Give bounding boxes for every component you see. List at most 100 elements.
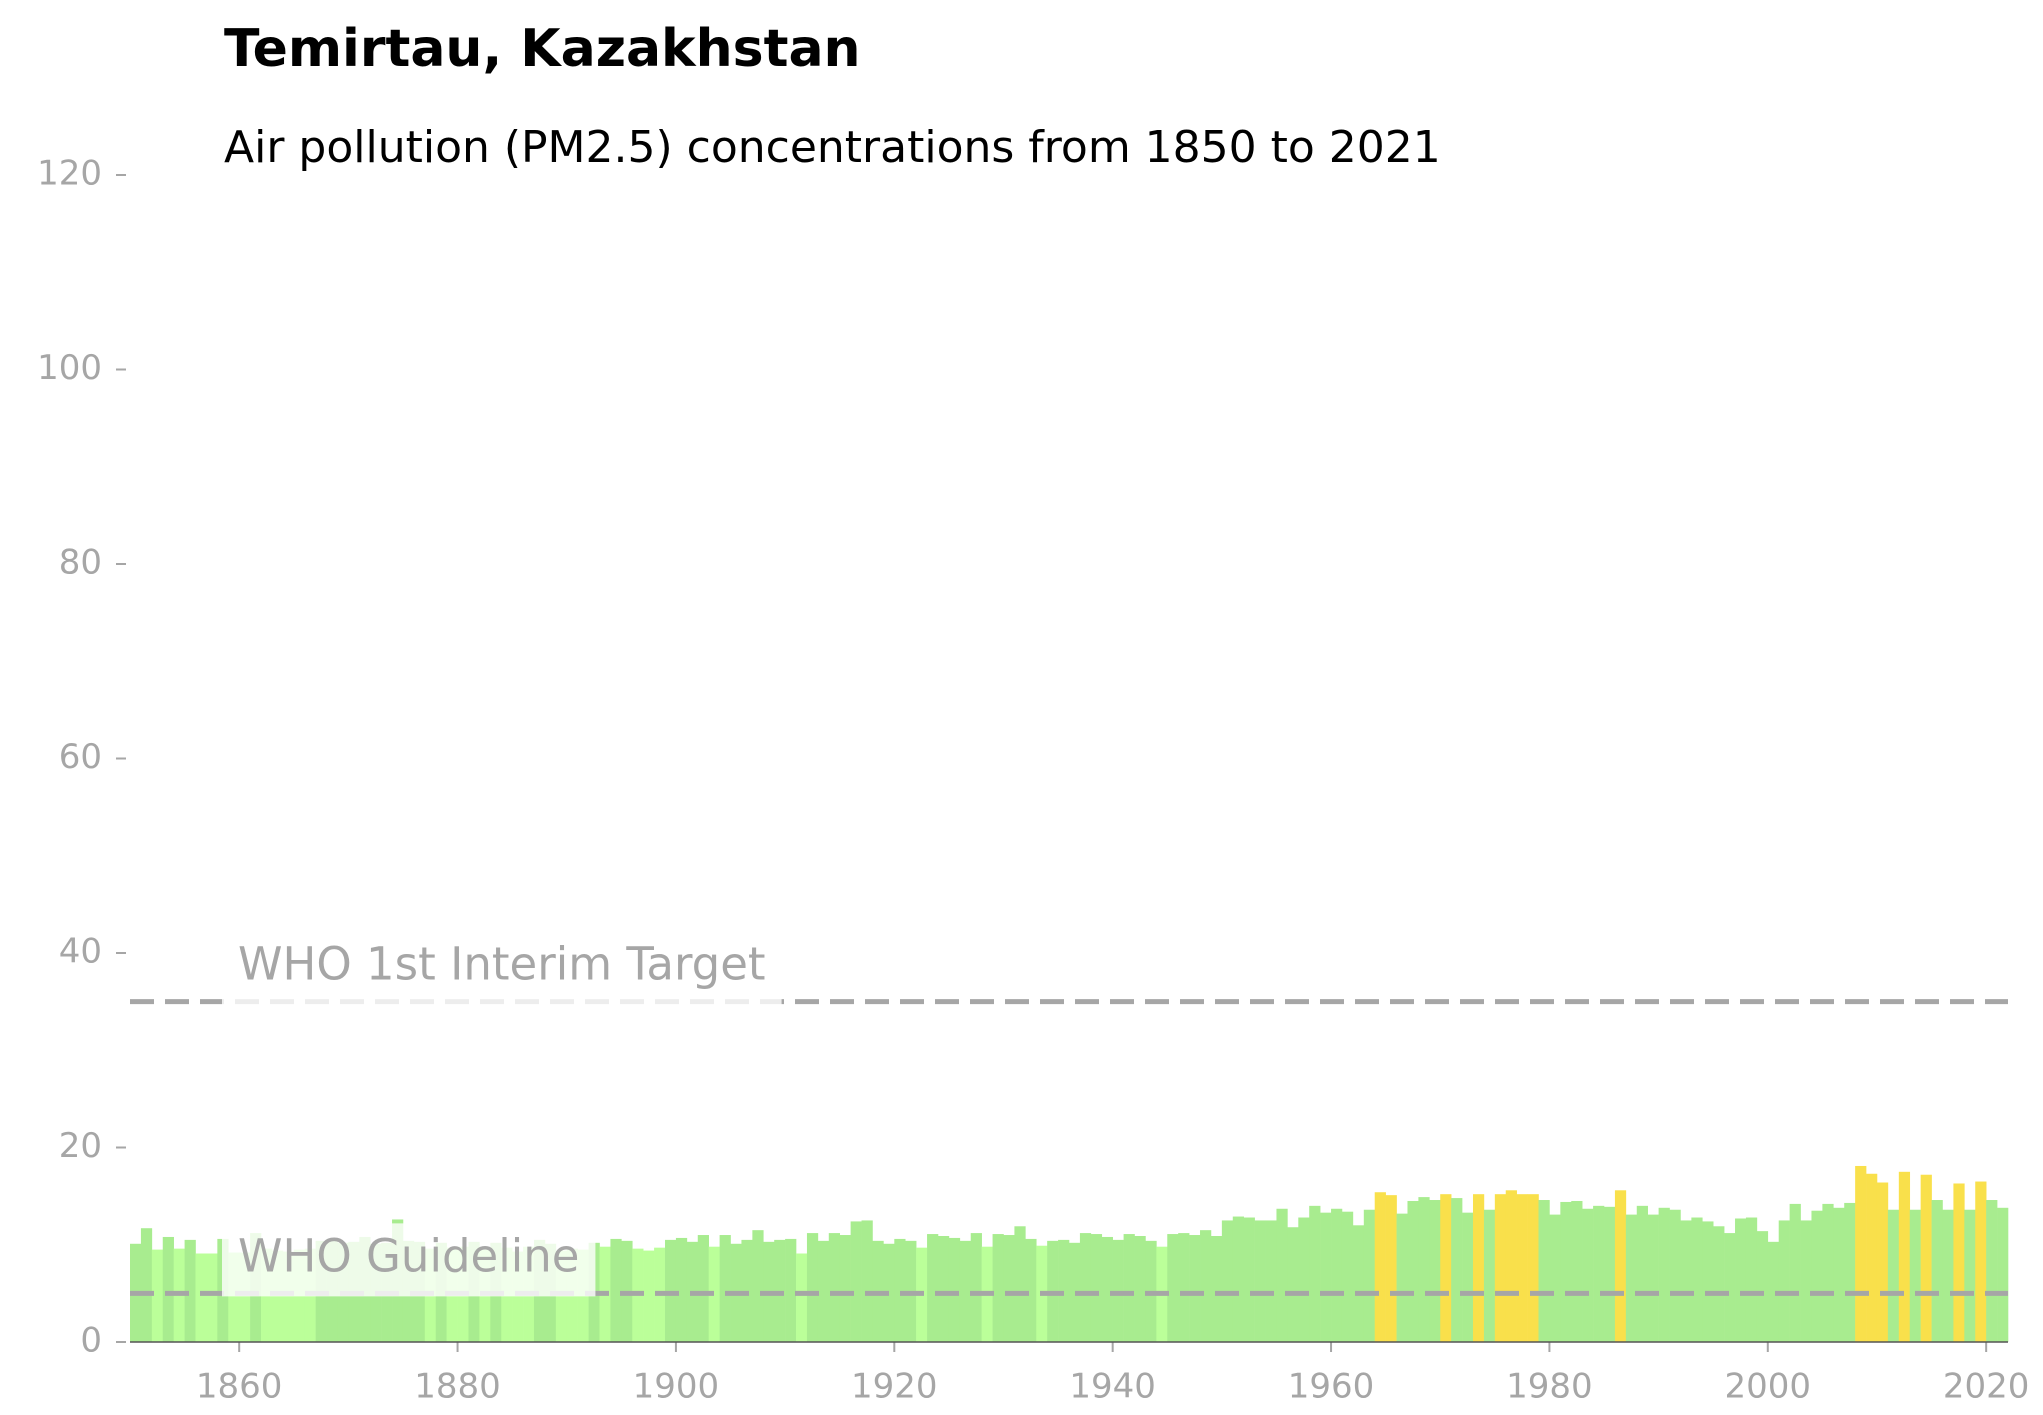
bar	[1331, 1208, 1343, 1342]
bar	[1691, 1217, 1703, 1342]
bar	[894, 1238, 906, 1342]
bar	[992, 1234, 1004, 1342]
bar	[1101, 1236, 1113, 1342]
bar	[1079, 1233, 1092, 1342]
bar	[140, 1228, 153, 1342]
bar	[610, 1238, 622, 1342]
bar	[1735, 1218, 1747, 1342]
y-tick-label: 80	[59, 543, 102, 583]
x-tick-label: 1920	[851, 1367, 938, 1407]
x-tick-label: 1880	[414, 1367, 501, 1407]
bar	[1069, 1242, 1081, 1342]
bar	[1385, 1195, 1397, 1342]
bar	[708, 1246, 720, 1342]
bar	[1931, 1200, 1943, 1342]
bar	[1014, 1226, 1026, 1342]
bar	[643, 1250, 655, 1342]
bar	[1855, 1165, 1867, 1342]
bar	[1352, 1225, 1365, 1342]
bar	[512, 1251, 524, 1342]
bar	[1309, 1205, 1321, 1342]
bar	[1451, 1198, 1463, 1342]
bar	[1429, 1200, 1441, 1342]
bar	[850, 1221, 862, 1342]
bar	[1483, 1209, 1496, 1342]
bar	[1003, 1235, 1015, 1342]
bar	[1363, 1209, 1376, 1342]
bar	[1713, 1226, 1725, 1342]
x-tick-label: 1980	[1506, 1367, 1593, 1407]
bar	[1636, 1205, 1648, 1342]
bar	[1298, 1217, 1310, 1342]
bar	[1582, 1208, 1594, 1342]
bar	[927, 1234, 939, 1342]
bar	[184, 1239, 196, 1342]
bar	[1767, 1241, 1780, 1342]
bar	[1418, 1197, 1430, 1342]
bar	[1265, 1220, 1277, 1342]
bar	[1494, 1194, 1507, 1342]
bar	[1538, 1200, 1550, 1342]
bar	[1866, 1173, 1878, 1342]
bar	[1833, 1207, 1845, 1342]
bar	[1614, 1190, 1627, 1342]
bar	[1134, 1235, 1146, 1342]
bar	[1811, 1210, 1823, 1342]
bar	[1210, 1235, 1223, 1342]
bar	[785, 1238, 797, 1342]
bar	[1243, 1217, 1255, 1342]
bar	[719, 1235, 731, 1342]
bar	[1876, 1182, 1889, 1342]
bar	[162, 1236, 174, 1342]
bar	[1221, 1220, 1234, 1342]
bar	[1025, 1238, 1037, 1342]
bar	[206, 1253, 218, 1342]
bar	[1822, 1203, 1834, 1342]
x-tick-label: 1900	[633, 1367, 720, 1407]
x-tick-label: 1860	[196, 1367, 283, 1407]
bar	[1407, 1200, 1419, 1342]
bar	[1625, 1214, 1638, 1342]
bar	[970, 1233, 982, 1342]
bar	[861, 1220, 873, 1342]
y-tick-label: 20	[59, 1126, 102, 1166]
bar	[806, 1233, 819, 1342]
bar	[1745, 1217, 1758, 1342]
bar	[282, 1251, 295, 1342]
chart-title: Temirtau, Kazakhstan	[224, 19, 861, 79]
bar	[228, 1252, 240, 1342]
bar	[1341, 1211, 1354, 1342]
bar	[675, 1237, 688, 1342]
bar	[937, 1235, 950, 1342]
bar	[1789, 1203, 1801, 1342]
bar	[828, 1233, 841, 1342]
bar	[1560, 1201, 1572, 1342]
bar	[1396, 1213, 1408, 1342]
bar	[1975, 1181, 1987, 1342]
bar	[1680, 1220, 1692, 1342]
bar	[796, 1253, 808, 1342]
bar	[1778, 1220, 1790, 1342]
bar	[1844, 1202, 1856, 1342]
bar	[1440, 1194, 1452, 1342]
bar	[1200, 1230, 1212, 1342]
bar	[1505, 1190, 1517, 1342]
bar	[959, 1240, 972, 1342]
bar	[1604, 1206, 1616, 1342]
bar	[1232, 1216, 1244, 1342]
bar	[1647, 1214, 1659, 1342]
reference-label: WHO 1st Interim Target	[238, 938, 766, 991]
reference-label: WHO Guideline	[238, 1229, 579, 1282]
bar	[1942, 1209, 1954, 1342]
bar	[239, 1252, 251, 1342]
bar	[1254, 1220, 1266, 1342]
x-tick-label: 1960	[1288, 1367, 1375, 1407]
bar	[1189, 1235, 1201, 1342]
x-tick-label: 1940	[1069, 1367, 1156, 1407]
bar	[1997, 1207, 2009, 1342]
bar	[1887, 1209, 1900, 1342]
bar	[1320, 1212, 1332, 1342]
bar	[1953, 1183, 1965, 1342]
bar	[1920, 1174, 1932, 1342]
